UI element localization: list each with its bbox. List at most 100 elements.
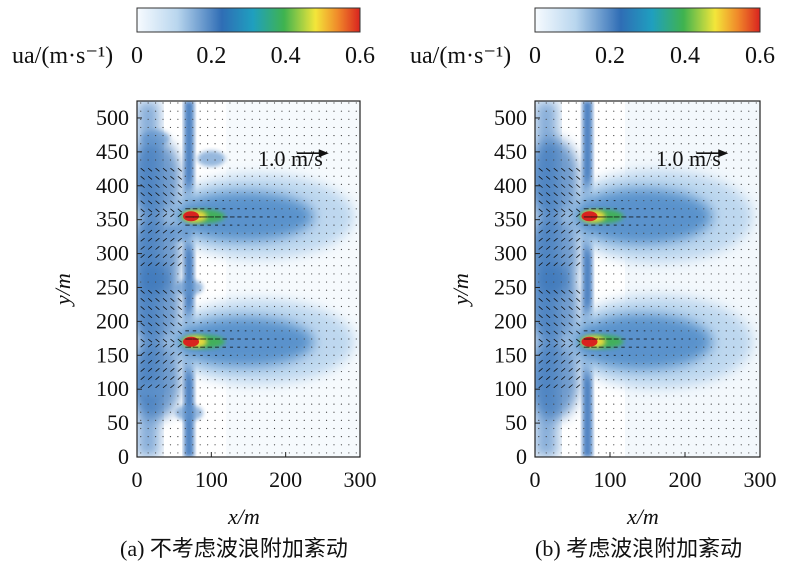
vector-arrow	[170, 200, 175, 205]
vector-dot	[545, 444, 547, 446]
vector-dot	[688, 281, 690, 283]
vector-dot	[710, 322, 712, 324]
vector-dot	[311, 224, 313, 226]
vector-dot	[214, 297, 216, 299]
vector-dot	[192, 167, 194, 169]
vector-dot	[688, 175, 690, 177]
vector-dot	[688, 110, 690, 112]
vector-dot	[695, 102, 697, 104]
vector-dot	[207, 257, 209, 259]
vector-dot	[620, 379, 622, 381]
vector-dot	[725, 305, 727, 308]
vector-dot	[650, 159, 652, 161]
vector-dot	[665, 452, 667, 454]
vector-dot	[333, 411, 335, 413]
vector-dot	[348, 232, 350, 234]
vector-dot	[718, 248, 720, 251]
vector-dot	[340, 452, 343, 454]
vector-dot	[199, 126, 201, 129]
vector-dot	[755, 224, 757, 226]
vector-dot	[214, 403, 216, 405]
vector-dot	[318, 403, 320, 405]
vector-dot	[229, 297, 231, 299]
vector-dot	[281, 362, 283, 365]
vector-dot	[583, 403, 585, 405]
vector-dot	[288, 362, 290, 365]
vector-arrow	[162, 351, 168, 356]
vector-dot	[281, 265, 283, 267]
vector-dot	[169, 159, 172, 161]
vector-dot	[598, 102, 600, 104]
vector-dot	[718, 444, 720, 446]
vector-dot	[333, 224, 335, 226]
vector-dot	[755, 110, 757, 112]
vector-arrow	[553, 359, 558, 364]
vector-dot	[273, 110, 276, 112]
vector-dot	[318, 452, 320, 454]
vector-dot	[665, 330, 667, 332]
vector-dot	[583, 183, 585, 186]
vector-dot	[658, 175, 660, 177]
vector-dot	[199, 314, 201, 316]
vector-dot	[303, 354, 305, 356]
vector-dot	[688, 419, 690, 421]
vector-dot	[560, 110, 562, 112]
vector-dot	[658, 281, 660, 283]
vector-arrow	[560, 254, 566, 258]
vector-dot	[673, 265, 675, 267]
vector-dot	[348, 118, 350, 120]
vector-dot	[755, 338, 757, 340]
vector-dot	[192, 314, 194, 316]
vector-dot	[553, 126, 555, 129]
vector-dot	[192, 403, 194, 405]
vector-dot	[620, 248, 622, 251]
vector-dot	[740, 452, 742, 454]
vector-dot	[333, 159, 335, 161]
vector-dot	[192, 452, 194, 454]
vector-dot	[184, 411, 186, 413]
vector-dot	[680, 232, 682, 234]
recirculation-lobe-upper	[137, 263, 181, 344]
vector-dot	[755, 248, 757, 251]
vector-arrow	[140, 237, 145, 242]
vector-dot	[590, 183, 592, 186]
vector-arrow	[575, 229, 581, 234]
vector-dot	[184, 395, 186, 397]
vector-dot	[605, 102, 607, 104]
vector-dot	[259, 265, 261, 267]
vector-dot	[605, 143, 607, 145]
vector-dot	[162, 427, 164, 430]
vector-dot	[598, 110, 600, 112]
vector-dot	[620, 297, 622, 299]
colorbar-tick-label: 0	[131, 43, 143, 69]
vector-dot	[303, 257, 305, 259]
vector-dot	[643, 273, 645, 275]
vector-dot	[221, 240, 224, 242]
vector-dot	[673, 240, 675, 242]
vector-dot	[650, 273, 652, 275]
vector-dot	[273, 151, 276, 153]
vector-dot	[545, 118, 547, 120]
vector-dot	[259, 118, 261, 120]
vector-dot	[748, 419, 750, 421]
vector-dot	[348, 159, 350, 161]
vector-dot	[538, 110, 540, 112]
vector-dot	[755, 191, 757, 194]
vector-dot	[755, 240, 757, 242]
vector-dot	[169, 151, 172, 153]
vector-dot	[695, 191, 697, 194]
reference-vector-b	[696, 149, 729, 158]
vector-arrow	[553, 175, 558, 180]
vector-dot	[538, 419, 540, 421]
vector-dot	[643, 322, 645, 324]
vector-dot	[718, 419, 720, 421]
vector-dot	[725, 134, 727, 137]
vector-dot	[620, 403, 622, 405]
vector-dot	[214, 370, 216, 373]
vector-dot	[303, 411, 305, 413]
vector-dot	[733, 436, 735, 438]
vector-arrow	[575, 338, 581, 343]
vector-dot	[348, 452, 350, 454]
vector-dot	[333, 143, 335, 145]
vector-dot	[236, 200, 238, 202]
